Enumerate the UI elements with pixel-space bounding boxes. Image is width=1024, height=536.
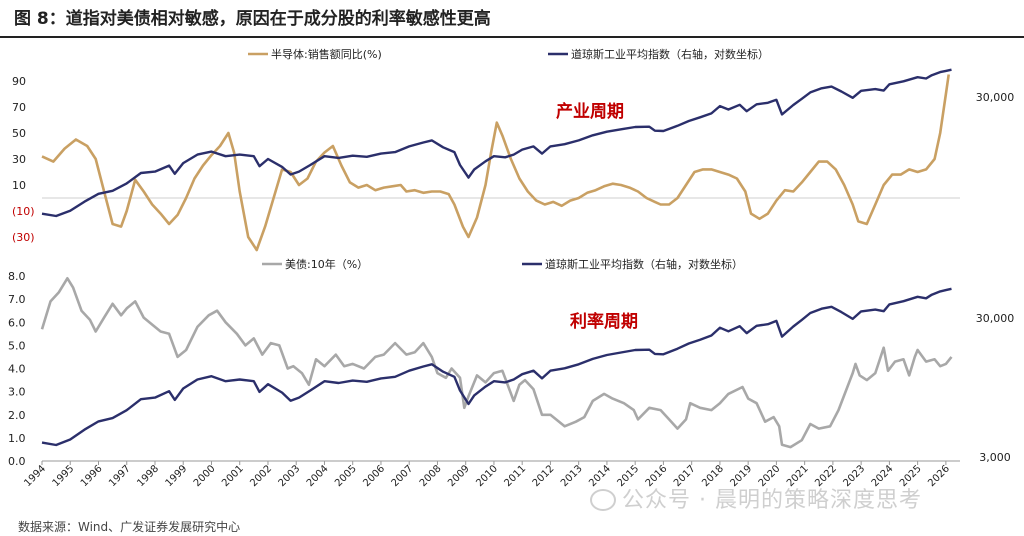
left-axis-tick-label: 90	[12, 75, 26, 88]
left-axis-tick-label: 4.0	[8, 363, 26, 376]
x-axis-tick-label: 2008	[418, 463, 444, 489]
legend-label: 道琼斯工业平均指数（右轴，对数坐标）	[545, 257, 743, 271]
x-axis-tick-label: 1998	[135, 463, 161, 489]
left-axis-tick-label: 1.0	[8, 432, 26, 445]
right-series-line	[41, 68, 952, 218]
legend-label: 美债:10年（%）	[285, 257, 368, 271]
left-axis-tick-label: 70	[12, 101, 26, 114]
x-axis-tick-label: 2011	[503, 463, 529, 489]
x-axis-tick-label: 1997	[107, 463, 133, 489]
x-axis-tick-label: 1994	[22, 463, 48, 489]
watermark: 公众号 · 晨明的策略深度思考	[590, 482, 922, 514]
x-axis-tick-label: 2004	[305, 463, 331, 489]
right-axis-tick-label: 30,000	[976, 91, 1015, 104]
left-series-line	[40, 277, 953, 449]
x-axis-tick-label: 2010	[474, 463, 500, 489]
watermark-text: 公众号 · 晨明的策略深度思考	[622, 488, 922, 513]
left-axis-tick-label: 2.0	[8, 409, 26, 422]
right-axis-tick-label: 3,000	[979, 451, 1011, 464]
x-axis-tick-label: 2005	[333, 463, 359, 489]
figure-title: 图 8：道指对美债相对敏感，原因在于成分股的利率敏感性更高	[14, 9, 491, 29]
x-axis-tick-label: 1996	[79, 463, 105, 489]
left-axis-tick-label: 6.0	[8, 316, 26, 329]
source-note: 数据来源：Wind、广发证券发展研究中心	[18, 520, 241, 534]
title-divider	[0, 36, 1024, 38]
left-axis-tick-label: 8.0	[8, 270, 26, 283]
left-axis-tick-label: 30	[12, 153, 26, 166]
x-axis-tick-label: 2007	[390, 463, 416, 489]
left-series-line	[41, 74, 950, 252]
left-axis-tick-label: (10)	[12, 205, 35, 218]
wechat-logo-icon	[590, 489, 616, 511]
x-axis-tick-label: 2012	[531, 463, 557, 489]
x-axis-tick-label: 2000	[192, 463, 218, 489]
x-axis-tick-label: 2001	[220, 463, 246, 489]
legend-label: 半导体:销售额同比(%)	[271, 47, 382, 61]
x-axis-tick-label: 1999	[164, 463, 190, 489]
x-axis-tick-label: 2003	[277, 463, 303, 489]
left-axis-tick-label: (30)	[12, 231, 35, 244]
legend-label: 道琼斯工业平均指数（右轴，对数坐标）	[571, 47, 769, 61]
right-axis-tick-label: 30,000	[976, 312, 1015, 325]
x-axis-tick-label: 1995	[51, 463, 77, 489]
left-axis-tick-label: 3.0	[8, 386, 26, 399]
left-axis-tick-label: 7.0	[8, 293, 26, 306]
panel-annotation: 利率周期	[570, 311, 638, 332]
x-axis-tick-label: 2026	[926, 463, 952, 489]
x-axis-tick-label: 2002	[248, 463, 274, 489]
x-axis-tick-label: 2013	[559, 463, 585, 489]
left-axis-tick-label: 0.0	[8, 455, 26, 468]
x-axis-tick-label: 2006	[361, 463, 387, 489]
left-axis-tick-label: 50	[12, 127, 26, 140]
left-axis-tick-label: 5.0	[8, 339, 26, 352]
x-axis-tick-label: 2009	[446, 463, 472, 489]
left-axis-tick-label: 10	[12, 179, 26, 192]
panel-annotation: 产业周期	[556, 101, 624, 122]
right-series-line	[41, 287, 952, 447]
